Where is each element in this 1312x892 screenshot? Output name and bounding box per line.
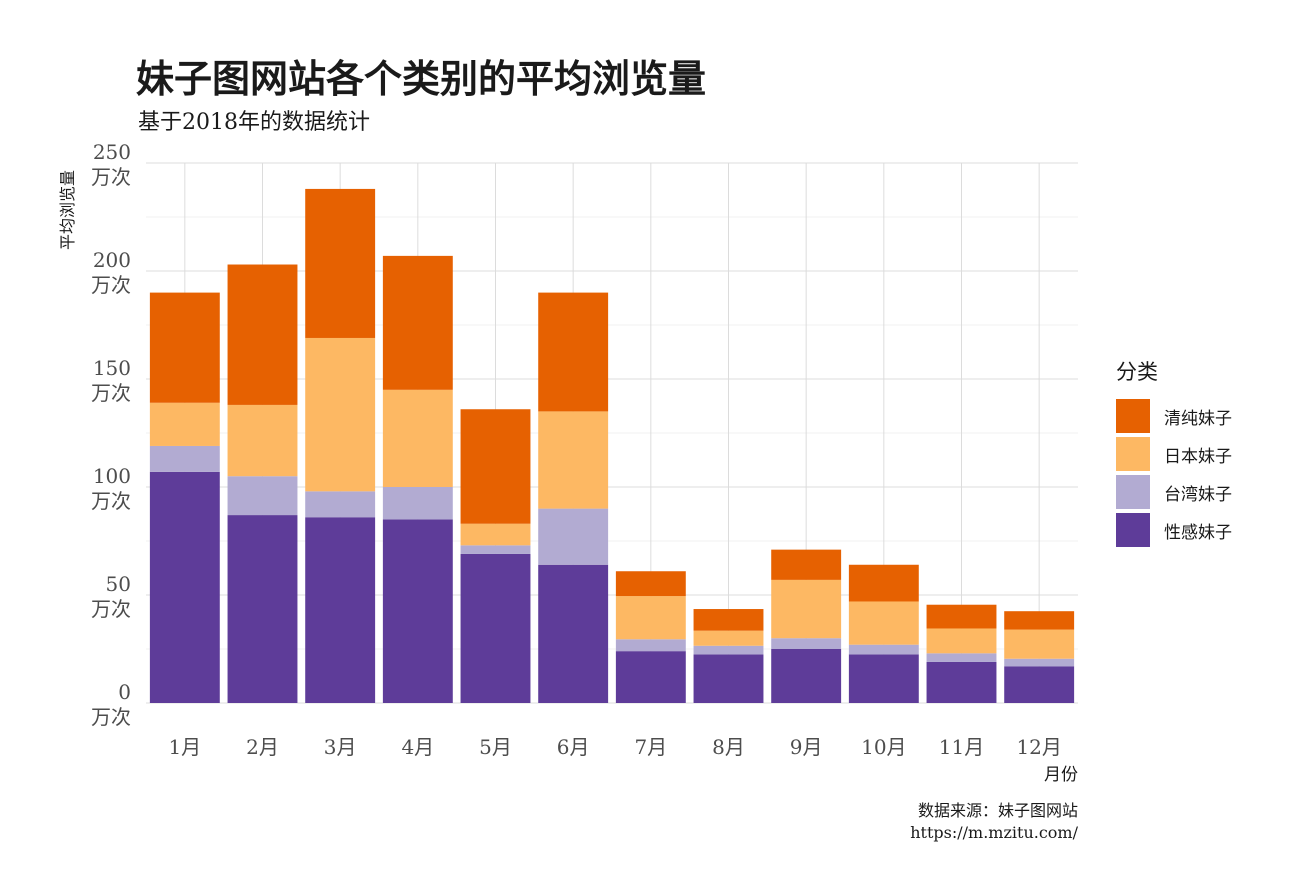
bar-segment [460,523,531,546]
y-tick-label: 200 [93,248,131,272]
bar-segment [227,515,298,703]
bar-segment [382,255,453,390]
caption-source: 数据来源：妹子图网站 [917,801,1078,820]
bar-segment [615,639,686,652]
bar-segment [538,564,609,703]
bar-segment [848,644,919,655]
legend-swatch [1116,475,1150,509]
legend-swatch [1116,399,1150,433]
x-axis-label: 月份 [1044,765,1078,785]
legend-items: 清纯妹子日本妹子台湾妹子性感妹子 [1116,398,1232,548]
bar-segment [1004,666,1075,703]
y-tick-label: 0 [118,680,131,704]
x-tick-label: 4月 [401,735,434,759]
x-tick-label: 3月 [324,735,357,759]
bar-segment [693,630,764,646]
y-tick-unit: 万次 [91,381,131,405]
legend-label: 性感妹子 [1164,522,1232,543]
y-tick-label: 50 [106,572,131,596]
bar-segment [538,411,609,509]
y-tick-unit: 万次 [91,597,131,621]
chart-title: 妹子图网站各个类别的平均浏览量 [136,56,707,101]
y-tick-label: 150 [93,356,131,380]
legend-title: 分类 [1116,360,1158,384]
x-tick-label: 8月 [712,735,745,759]
bar-segment [615,651,686,703]
bar-segment [460,545,531,554]
bar-segment [149,402,220,446]
legend-label: 日本妹子 [1164,446,1232,467]
x-tick-label: 9月 [790,735,823,759]
legend-item: 性感妹子 [1116,512,1232,548]
bar-segment [538,508,609,565]
bar-segment [848,654,919,703]
bar-segment [382,519,453,703]
bar-segment [926,604,997,629]
bar-segment [615,596,686,640]
legend-swatch [1116,437,1150,471]
bar-segment [693,654,764,703]
x-tick-label: 11月 [939,735,984,759]
bar-segment [382,487,453,520]
bar-segment [227,476,298,516]
bar-segment [926,628,997,654]
bar-segment [538,292,609,412]
legend-label: 清纯妹子 [1164,408,1232,429]
legend-item: 清纯妹子 [1116,398,1232,434]
legend-item: 台湾妹子 [1116,474,1232,510]
bar-segment [1004,629,1075,659]
bar-segment [149,445,220,472]
y-tick-unit: 万次 [91,489,131,513]
bar-segment [382,389,453,487]
caption-url: https://m.mzitu.com/ [910,823,1078,842]
legend-label: 台湾妹子 [1164,484,1232,505]
y-tick-unit: 万次 [91,705,131,729]
bar-segment [227,404,298,477]
legend-swatch [1116,513,1150,547]
x-tick-label: 7月 [634,735,667,759]
bar-segment [693,609,764,631]
chart-subtitle: 基于2018年的数据统计 [138,110,370,135]
x-tick-label: 12月 [1016,735,1061,759]
y-tick-label: 100 [93,464,131,488]
bar-segment [693,645,764,655]
caption: 数据来源：妹子图网站 https://m.mzitu.com/ [910,800,1078,844]
bar-segment [848,564,919,602]
x-tick-label: 1月 [168,735,201,759]
bar-segment [460,553,531,703]
x-tick-label: 2月 [246,735,279,759]
y-tick-unit: 万次 [91,165,131,189]
bar-segment [149,471,220,703]
x-tick-label: 5月 [479,735,512,759]
y-tick-label: 250 [93,140,131,164]
bar-segment [1004,658,1075,667]
bar-segment [227,264,298,405]
x-tick-label: 10月 [861,735,906,759]
bar-segment [615,571,686,597]
bar-segment [848,601,919,645]
bar-segment [771,549,842,580]
bar-segment [460,409,531,524]
bar-segment [926,661,997,703]
bar-segment [149,292,220,403]
bars [149,188,1075,703]
bar-segment [771,649,842,703]
bar-segment [1004,611,1075,630]
bar-segment [771,579,842,639]
bar-segment [305,188,376,338]
bar-segment [305,337,376,492]
x-tick-label: 6月 [557,735,590,759]
legend: 分类 清纯妹子日本妹子台湾妹子性感妹子 [1116,356,1232,550]
legend-item: 日本妹子 [1116,436,1232,472]
bar-segment [305,491,376,518]
bar-segment [926,653,997,662]
bar-segment [771,638,842,649]
bar-segment [305,517,376,703]
y-tick-unit: 万次 [91,273,131,297]
